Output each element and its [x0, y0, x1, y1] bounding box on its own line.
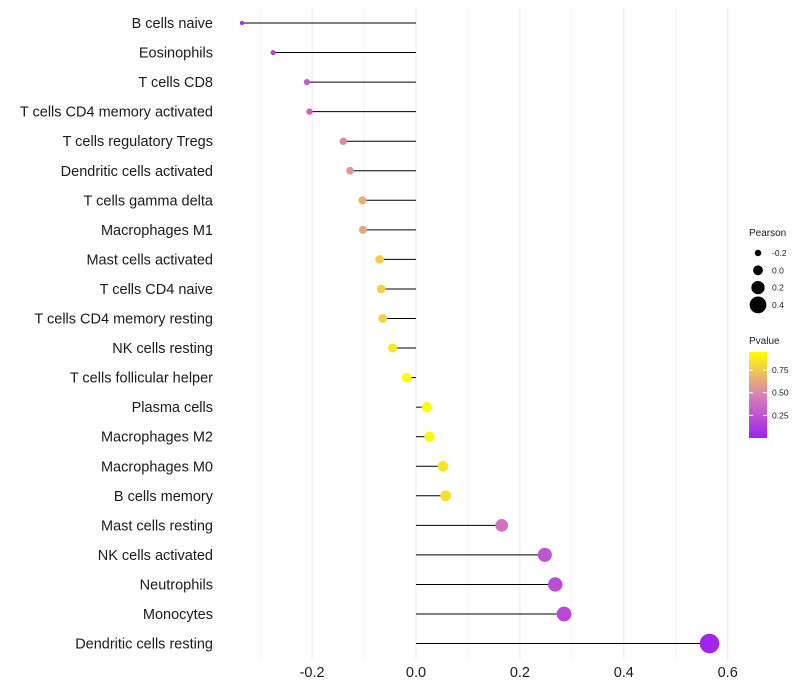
size-legend-label: -0.2 — [772, 248, 787, 258]
lollipop-dot — [378, 314, 388, 323]
category-label: Mast cells activated — [86, 252, 213, 268]
size-legend-key — [753, 265, 763, 276]
size-legend-label: 0.4 — [772, 300, 784, 310]
category-label: Macrophages M0 — [101, 459, 213, 475]
lollipop-dot — [699, 633, 720, 654]
lollipop-dot — [346, 166, 354, 175]
lollipop-dot — [306, 108, 313, 115]
size-legend-key — [751, 280, 765, 295]
x-tick-label: 0.2 — [510, 665, 530, 681]
size-legend: Pearson -0.2 0.0 0.2 0.4 — [749, 228, 787, 314]
color-legend-bar — [749, 352, 767, 438]
category-label: T cells CD4 naive — [100, 282, 213, 298]
category-label: T cells CD8 — [138, 75, 213, 91]
x-tick-label: 0.4 — [614, 665, 634, 681]
color-legend-label: 0.50 — [772, 388, 789, 398]
category-label: NK cells activated — [98, 548, 213, 564]
x-tick-label: -0.2 — [300, 665, 325, 681]
lollipop-dot — [547, 577, 563, 592]
lollipop-dot — [421, 402, 433, 413]
lollipop-dot — [375, 255, 384, 264]
lollipop-dot — [495, 519, 509, 532]
category-label: Macrophages M2 — [101, 430, 213, 446]
size-legend-label: 0.2 — [772, 283, 784, 293]
color-legend: Pvalue 0.75 0.50 0.25 — [749, 336, 789, 438]
category-label: Macrophages M1 — [101, 223, 213, 239]
category-label: Eosinophils — [139, 46, 213, 62]
category-label: B cells naive — [132, 16, 213, 32]
y-axis-category-labels: B cells naive Eosinophils T cells CD8 T cel… — [20, 16, 214, 653]
lollipop-dot — [424, 431, 435, 442]
lollipop-dot — [339, 137, 347, 145]
lollipop-dots — [239, 20, 720, 654]
lollipop-dot — [270, 49, 276, 56]
lollipop-dot — [437, 460, 449, 472]
lollipop-dot — [376, 284, 386, 294]
x-axis-tick-labels: -0.2 0.0 0.2 0.4 0.6 — [300, 665, 738, 681]
category-label: Monocytes — [143, 607, 213, 623]
lollipop-dot — [556, 606, 572, 622]
size-legend-label: 0.0 — [772, 265, 784, 275]
size-legend-key — [754, 249, 762, 257]
size-legend-key — [749, 296, 767, 314]
color-legend-label: 0.25 — [772, 410, 789, 420]
lollipop-dot — [358, 196, 367, 205]
category-label: Neutrophils — [140, 577, 213, 593]
color-legend-label: 0.75 — [772, 365, 789, 375]
category-label: NK cells resting — [112, 341, 213, 357]
category-label: T cells follicular helper — [70, 371, 213, 387]
lollipop-dot — [239, 20, 245, 26]
category-label: T cells CD4 memory activated — [20, 105, 213, 121]
x-tick-label: 0.0 — [406, 665, 426, 681]
lollipop-dot — [440, 490, 452, 502]
category-label: Dendritic cells resting — [75, 637, 213, 653]
lollipop-dot — [401, 372, 412, 383]
color-legend-title: Pvalue — [749, 336, 780, 347]
lollipop-dot — [388, 343, 398, 353]
category-label: Dendritic cells activated — [61, 164, 213, 180]
lollipop-dot — [537, 547, 552, 562]
category-label: Mast cells resting — [101, 518, 213, 534]
lollipop-dot — [303, 78, 311, 86]
category-label: T cells CD4 memory resting — [34, 312, 213, 328]
category-label: B cells memory — [114, 489, 214, 505]
size-legend-title: Pearson — [749, 228, 786, 239]
category-label: Plasma cells — [132, 400, 213, 416]
lollipop-dot — [358, 225, 368, 234]
category-label: T cells regulatory Tregs — [63, 134, 213, 150]
grid-lines — [259, 8, 729, 660]
category-label: T cells gamma delta — [84, 193, 214, 209]
x-tick-label: 0.6 — [718, 665, 738, 681]
